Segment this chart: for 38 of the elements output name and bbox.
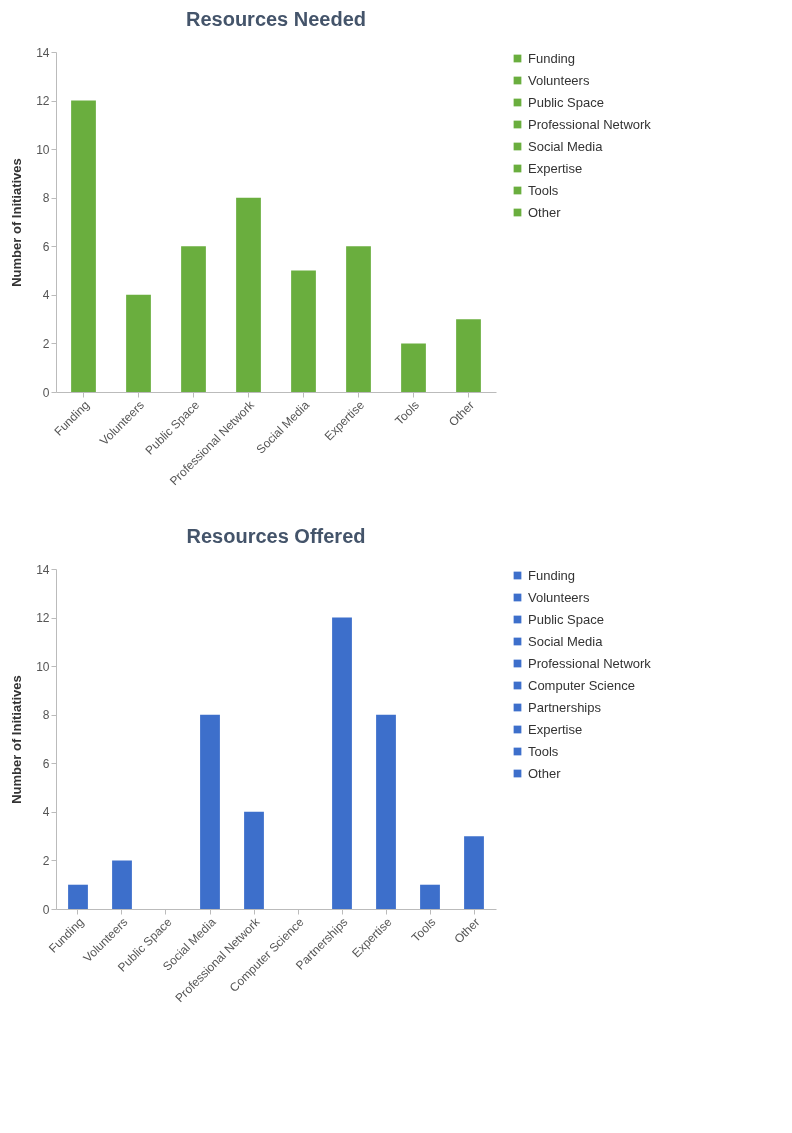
y-tick-label: 8 <box>42 191 50 206</box>
legend-label: Partnerships <box>528 699 602 715</box>
chart-title: Resources Offered <box>186 525 366 547</box>
y-tick-label: 14 <box>36 562 50 577</box>
y-tick-label: 0 <box>42 385 50 400</box>
y-tick-label: 6 <box>42 756 50 771</box>
y-tick-label: 8 <box>42 708 50 723</box>
y-tick-label: 10 <box>36 659 50 674</box>
legend-label: Funding <box>528 50 575 66</box>
legend-label: Volunteers <box>528 72 590 88</box>
legend-label: Professional Network <box>528 116 652 132</box>
legend-label: Tools <box>528 743 559 759</box>
y-tick-label: 0 <box>42 902 50 917</box>
legend-label: Expertise <box>528 160 583 176</box>
y-tick-label: 12 <box>36 94 50 109</box>
chart-title: Resources Needed <box>185 8 367 30</box>
y-tick-label: 12 <box>36 611 50 626</box>
y-tick-label: 14 <box>36 45 50 60</box>
legend-label: Other <box>528 765 562 781</box>
y-axis-title: Number of Initiatives <box>9 675 25 804</box>
legend-label: Social Media <box>528 633 604 649</box>
y-tick-label: 4 <box>42 805 50 820</box>
legend-label: Computer Science <box>528 677 635 693</box>
legend-label: Expertise <box>528 721 583 737</box>
y-tick-label: 6 <box>42 239 50 254</box>
y-tick-label: 2 <box>42 336 50 351</box>
legend-label: Volunteers <box>528 589 590 605</box>
legend-label: Tools <box>528 182 559 198</box>
legend-label: Social Media <box>528 138 604 154</box>
legend-label: Professional Network <box>528 655 652 671</box>
y-tick-label: 2 <box>42 853 50 868</box>
y-axis-title: Number of Initiatives <box>9 158 25 287</box>
legend-label: Funding <box>528 567 575 583</box>
legend-label: Public Space <box>528 611 604 627</box>
y-tick-label: 10 <box>36 142 50 157</box>
legend-label: Public Space <box>528 94 604 110</box>
y-tick-label: 4 <box>42 288 50 303</box>
legend-label: Other <box>528 204 562 220</box>
